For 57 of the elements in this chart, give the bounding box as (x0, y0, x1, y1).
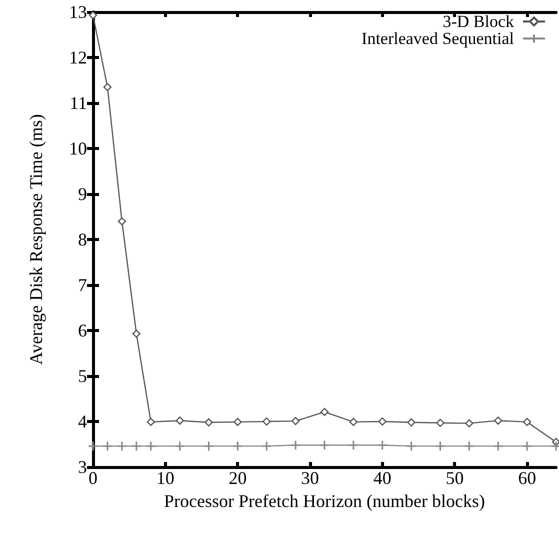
point (378, 417, 386, 426)
point (131, 440, 142, 452)
point (102, 440, 113, 452)
point (465, 419, 474, 428)
point (88, 440, 98, 452)
point (262, 417, 271, 426)
point (116, 440, 128, 452)
point (377, 440, 388, 450)
point (319, 440, 330, 450)
x-tick-label: 30 (301, 468, 320, 488)
y-axis-title: Average Disk Response Time (ms) (26, 114, 46, 365)
x-tick-label: 50 (446, 468, 464, 488)
point (103, 82, 112, 92)
point (146, 418, 155, 426)
point (290, 440, 301, 450)
y-tick-label: 8 (78, 230, 87, 250)
y-tick-label: 5 (78, 366, 87, 386)
point (464, 440, 474, 452)
point (320, 408, 329, 416)
y-tick-label: 13 (69, 2, 87, 22)
point (204, 418, 213, 427)
x-tick-label: 10 (156, 468, 174, 488)
legend-label: 3-D Block (442, 12, 514, 31)
point (261, 440, 272, 452)
y-tick-label: 6 (78, 320, 87, 340)
point (436, 418, 444, 427)
y-tick-label: 9 (78, 184, 87, 204)
x-axis-title: Processor Prefetch Horizon (number blocks) (164, 490, 485, 511)
point (234, 418, 242, 426)
point (348, 440, 359, 450)
point (146, 440, 156, 452)
point (132, 330, 141, 338)
point (406, 440, 417, 452)
y-tick-label: 7 (78, 275, 87, 295)
point (176, 416, 184, 425)
point (494, 416, 502, 425)
x-tick-label: 60 (518, 468, 536, 488)
point (522, 418, 532, 426)
y-tick-label: 11 (70, 93, 87, 113)
point (349, 418, 358, 426)
point (492, 440, 504, 452)
y-tick-label: 12 (69, 48, 87, 68)
point (232, 440, 243, 452)
x-tick-label: 40 (373, 468, 392, 488)
point (174, 440, 186, 452)
y-tick-label: 10 (69, 138, 87, 158)
point (522, 440, 532, 452)
point (118, 217, 126, 226)
legend-label: Interleaved Sequential (362, 29, 514, 48)
point (291, 416, 300, 426)
point (204, 440, 214, 452)
point (407, 418, 416, 427)
point (435, 440, 446, 452)
y-tick-label: 3 (78, 457, 87, 477)
x-tick-label: 0 (88, 468, 98, 488)
y-tick-label: 4 (78, 412, 87, 432)
x-tick-label: 20 (228, 468, 247, 488)
